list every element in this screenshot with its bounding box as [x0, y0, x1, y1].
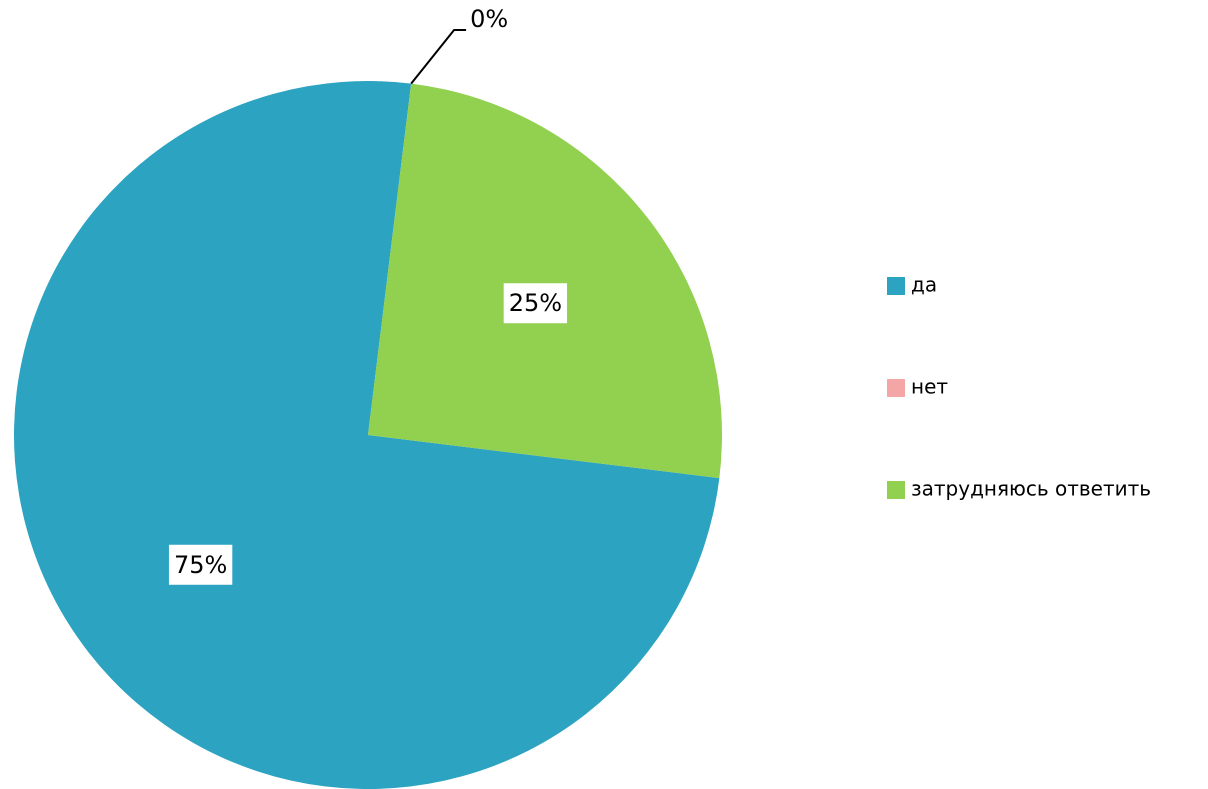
data-label: 75% [174, 551, 227, 579]
legend-label: да [911, 273, 937, 297]
data-label-box [168, 544, 233, 585]
legend-swatch [887, 379, 905, 397]
legend-label: нет [911, 375, 948, 399]
legend-swatch [887, 481, 905, 499]
data-label: 0% [470, 5, 508, 33]
data-label: 25% [509, 289, 562, 317]
legend-label: затрудняюсь ответить [911, 477, 1151, 501]
leader-line [410, 29, 467, 85]
data-label-box [503, 283, 568, 324]
pie-slice [13, 80, 720, 789]
legend-swatch [887, 277, 905, 295]
pie-slice [368, 83, 722, 479]
